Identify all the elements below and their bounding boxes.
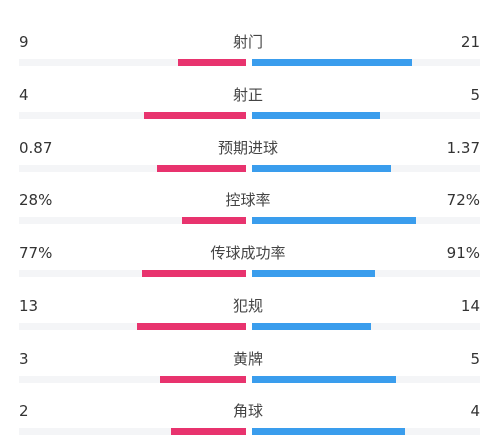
stat-label: 角球 — [232, 402, 263, 420]
away-value: 14 — [460, 297, 480, 315]
home-bar — [143, 112, 246, 119]
stat-label: 预期进球 — [217, 139, 278, 157]
home-value: 28% — [19, 191, 53, 209]
home-bar-track — [19, 270, 246, 277]
stat-row-shots-on-target: 4 射正 5 — [0, 75, 500, 129]
away-bar-track — [252, 323, 480, 330]
home-value: 13 — [19, 297, 39, 315]
away-bar-track — [252, 217, 480, 224]
stat-row-expected-goals: 0.87 预期进球 1.37 — [0, 128, 500, 182]
away-bar-track — [252, 270, 480, 277]
home-bar — [159, 376, 246, 383]
away-value: 5 — [470, 350, 480, 368]
stat-label: 射门 — [232, 33, 263, 51]
stat-label: 射正 — [232, 86, 263, 104]
away-value: 5 — [470, 86, 480, 104]
stat-row-pass-accuracy: 77% 传球成功率 91% — [0, 233, 500, 287]
stat-row-yellow-cards: 3 黄牌 5 — [0, 339, 500, 393]
stat-row-corners: 2 角球 4 — [0, 391, 500, 445]
home-bar-track — [19, 59, 246, 66]
away-value: 72% — [446, 191, 480, 209]
home-bar — [137, 323, 246, 330]
home-value: 4 — [19, 86, 29, 104]
home-value: 3 — [19, 350, 29, 368]
away-bar — [252, 270, 376, 277]
away-bar — [252, 428, 405, 435]
away-value: 1.37 — [446, 139, 480, 157]
away-bar — [252, 376, 396, 383]
away-bar — [252, 323, 371, 330]
home-value: 77% — [19, 244, 53, 262]
away-bar — [252, 217, 417, 224]
home-bar-track — [19, 217, 246, 224]
away-bar-track — [252, 428, 480, 435]
away-bar-track — [252, 112, 480, 119]
home-bar — [157, 165, 246, 172]
home-bar-track — [19, 428, 246, 435]
home-bar — [182, 217, 246, 224]
away-value: 4 — [470, 402, 480, 420]
away-value: 21 — [460, 33, 480, 51]
home-bar — [141, 270, 246, 277]
away-bar-track — [252, 376, 480, 383]
home-bar-track — [19, 376, 246, 383]
stat-label: 控球率 — [225, 191, 271, 209]
away-bar — [252, 59, 412, 66]
home-bar-track — [19, 112, 246, 119]
home-value: 2 — [19, 402, 29, 420]
away-value: 91% — [446, 244, 480, 262]
home-bar-track — [19, 165, 246, 172]
home-value: 9 — [19, 33, 29, 51]
home-bar — [171, 428, 246, 435]
away-bar — [252, 112, 380, 119]
away-bar-track — [252, 165, 480, 172]
home-value: 0.87 — [19, 139, 53, 157]
stat-row-shots: 9 射门 21 — [0, 22, 500, 76]
home-bar-track — [19, 323, 246, 330]
away-bar-track — [252, 59, 480, 66]
stat-row-possession: 28% 控球率 72% — [0, 180, 500, 234]
away-bar — [252, 165, 392, 172]
stat-label: 犯规 — [232, 297, 263, 315]
stat-row-fouls: 13 犯规 14 — [0, 286, 500, 340]
stat-label: 黄牌 — [232, 350, 263, 368]
home-bar — [177, 59, 246, 66]
stat-label: 传球成功率 — [210, 244, 286, 262]
